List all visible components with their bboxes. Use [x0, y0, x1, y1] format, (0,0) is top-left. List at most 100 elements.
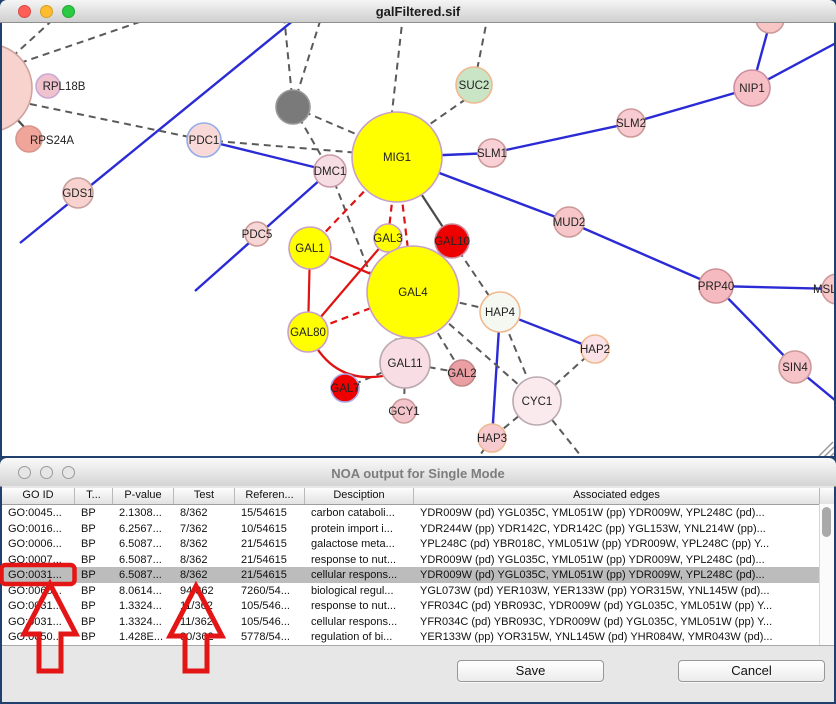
table-cell[interactable]: 8/362: [180, 569, 208, 581]
table-cell[interactable]: 6.5087...: [119, 569, 162, 581]
column-header-test[interactable]: Test: [174, 488, 235, 504]
table-cell[interactable]: YDR244W (pp) YDR142C, YDR142C (pp) YGL15…: [420, 522, 766, 535]
column-header-p-value[interactable]: P-value: [113, 488, 174, 504]
column-header-desciption[interactable]: Desciption: [305, 488, 414, 504]
network-node-GDS1[interactable]: [62, 177, 94, 209]
network-node-GAL1[interactable]: [288, 226, 332, 270]
table-cell[interactable]: BP: [81, 507, 96, 519]
table-cell[interactable]: YGL073W (pd) YER103W, YER133W (pp) YOR31…: [420, 584, 770, 597]
table-row[interactable]: GO:0031... BP 1.3324... 11/362 105/546... res…: [2, 598, 834, 614]
column-header-t-[interactable]: T...: [75, 488, 113, 504]
column-header-referen-[interactable]: Referen...: [235, 488, 305, 504]
table-cell[interactable]: cellular respons...: [311, 569, 398, 581]
table-cell[interactable]: 7260/54...: [241, 584, 290, 597]
table-cell[interactable]: 105/546...: [241, 600, 290, 612]
table-cell[interactable]: 15/54615: [241, 507, 287, 519]
network-node-GAL2[interactable]: [448, 359, 476, 387]
table-cell[interactable]: BP: [81, 584, 96, 597]
minimize-button-icon[interactable]: [40, 465, 53, 479]
network-node-NIP1[interactable]: [733, 69, 771, 107]
network-node-SIN4[interactable]: [778, 350, 812, 384]
network-node-MIG1[interactable]: [351, 111, 443, 203]
network-node-unknown-gray[interactable]: [275, 89, 311, 125]
network-window-titlebar[interactable]: galFiltered.sif: [0, 0, 836, 23]
table-cell[interactable]: BP: [81, 600, 96, 612]
vertical-scrollbar[interactable]: [819, 504, 834, 645]
network-node-CYC1[interactable]: [512, 376, 562, 426]
table-cell[interactable]: 10/54615: [241, 522, 287, 535]
table-cell[interactable]: 1.428E...: [119, 631, 164, 643]
table-cell[interactable]: GO:0031...: [8, 600, 62, 612]
table-cell[interactable]: GO:0006...: [8, 538, 62, 550]
network-node-GAL7[interactable]: [330, 373, 360, 403]
table-cell[interactable]: 105/546...: [241, 615, 290, 628]
table-row[interactable]: GO:0045... BP 2.1308... 8/362 15/54615 carbon…: [2, 505, 834, 521]
network-node-SLM1[interactable]: [477, 138, 507, 168]
table-row[interactable]: GO:0031... BP 6.5087... 8/362 21/54615 cellul…: [2, 567, 834, 583]
scrollbar-thumb[interactable]: [822, 507, 831, 537]
table-row[interactable]: GO:0065... BP 8.0614... 94/362 7260/54... bio…: [2, 583, 834, 599]
network-node-DMC1[interactable]: [313, 154, 347, 188]
table-cell[interactable]: 8.0614...: [119, 584, 162, 597]
network-node-top-right-partial[interactable]: [755, 23, 785, 34]
table-cell[interactable]: 21/54615: [241, 538, 287, 550]
table-cell[interactable]: YDR009W (pd) YGL035C, YML051W (pp) YDR00…: [420, 569, 765, 581]
network-node-SUC2[interactable]: [455, 66, 493, 104]
table-cell[interactable]: YDR009W (pd) YGL035C, YML051W (pp) YDR00…: [420, 507, 765, 519]
table-row[interactable]: GO:0031... BP 1.3324... 11/362 105/546... cel…: [2, 614, 834, 630]
table-cell[interactable]: galactose meta...: [311, 538, 395, 550]
table-cell[interactable]: 8/362: [180, 507, 208, 519]
network-node-MUD2[interactable]: [553, 206, 585, 238]
minimize-button-icon[interactable]: [40, 4, 53, 18]
table-cell[interactable]: YPL248C (pd) YBR018C, YML051W (pp) YDR00…: [420, 538, 770, 550]
table-cell[interactable]: regulation of bi...: [311, 631, 393, 643]
network-node-PRP40[interactable]: [698, 268, 734, 304]
maximize-button-icon[interactable]: [62, 465, 75, 479]
table-row[interactable]: GO:0006... BP 6.5087... 8/362 21/54615 galact…: [2, 536, 834, 552]
table-cell[interactable]: 1.3324...: [119, 615, 162, 628]
table-cell[interactable]: 80/362: [180, 631, 214, 643]
table-cell[interactable]: response to nut...: [311, 600, 396, 612]
network-node-PDC1[interactable]: [186, 122, 222, 158]
table-cell[interactable]: 5778/54...: [241, 631, 290, 643]
network-node-HAP2[interactable]: [580, 334, 610, 364]
network-node-HAP4[interactable]: [479, 291, 521, 333]
network-node-GAL11[interactable]: [379, 337, 431, 389]
maximize-button-icon[interactable]: [62, 4, 75, 18]
network-node-RPS24A[interactable]: [15, 125, 43, 153]
network-node-GAL3[interactable]: [373, 223, 403, 253]
table-cell[interactable]: GO:0045...: [8, 507, 62, 519]
table-cell[interactable]: YFR034C (pd) YBR093C, YDR009W (pd) YGL03…: [420, 615, 773, 628]
close-button-icon[interactable]: [18, 4, 31, 18]
table-cell[interactable]: carbon cataboli...: [311, 507, 395, 519]
table-cell[interactable]: GO:0065...: [8, 584, 62, 597]
table-cell[interactable]: 2.1308...: [119, 507, 162, 519]
cancel-button[interactable]: Cancel: [678, 660, 825, 682]
table-cell[interactable]: YFR034C (pd) YBR093C, YDR009W (pd) YGL03…: [420, 600, 773, 612]
table-cell[interactable]: BP: [81, 522, 96, 535]
network-node-SLM2[interactable]: [616, 108, 646, 138]
table-cell[interactable]: 1.3324...: [119, 600, 162, 612]
table-cell[interactable]: GO:0050...: [8, 631, 62, 643]
table-cell[interactable]: YDR009W (pd) YGL035C, YML051W (pp) YDR00…: [420, 553, 765, 566]
table-cell[interactable]: 11/362: [180, 615, 213, 628]
table-cell[interactable]: BP: [81, 631, 96, 643]
network-node-GAL80[interactable]: [287, 311, 329, 353]
table-cell[interactable]: GO:0031...: [8, 615, 62, 628]
table-cell[interactable]: 6.5087...: [119, 538, 162, 550]
table-cell[interactable]: BP: [81, 615, 96, 628]
column-header-go-id[interactable]: GO ID: [2, 488, 75, 504]
table-cell[interactable]: BP: [81, 538, 96, 550]
noa-window-titlebar[interactable]: NOA output for Single Mode: [0, 458, 836, 487]
network-node-GAL4[interactable]: [366, 245, 460, 339]
network-node-GAL10[interactable]: [434, 223, 470, 259]
table-cell[interactable]: GO:0016...: [8, 522, 62, 535]
network-canvas[interactable]: RPL18B RPS24A GDS1 PDC1 DMC1 MIG1 SLM1 SUC2 SLM2…: [2, 23, 834, 456]
close-button-icon[interactable]: [18, 465, 31, 479]
table-cell[interactable]: BP: [81, 553, 96, 566]
table-cell[interactable]: 8/362: [180, 553, 208, 566]
table-cell[interactable]: 6.2567...: [119, 522, 162, 535]
table-cell[interactable]: YER133W (pp) YOR315W, YNL145W (pd) YHR08…: [420, 631, 773, 643]
table-cell[interactable]: BP: [81, 569, 96, 581]
network-node-big-left[interactable]: [2, 44, 33, 132]
